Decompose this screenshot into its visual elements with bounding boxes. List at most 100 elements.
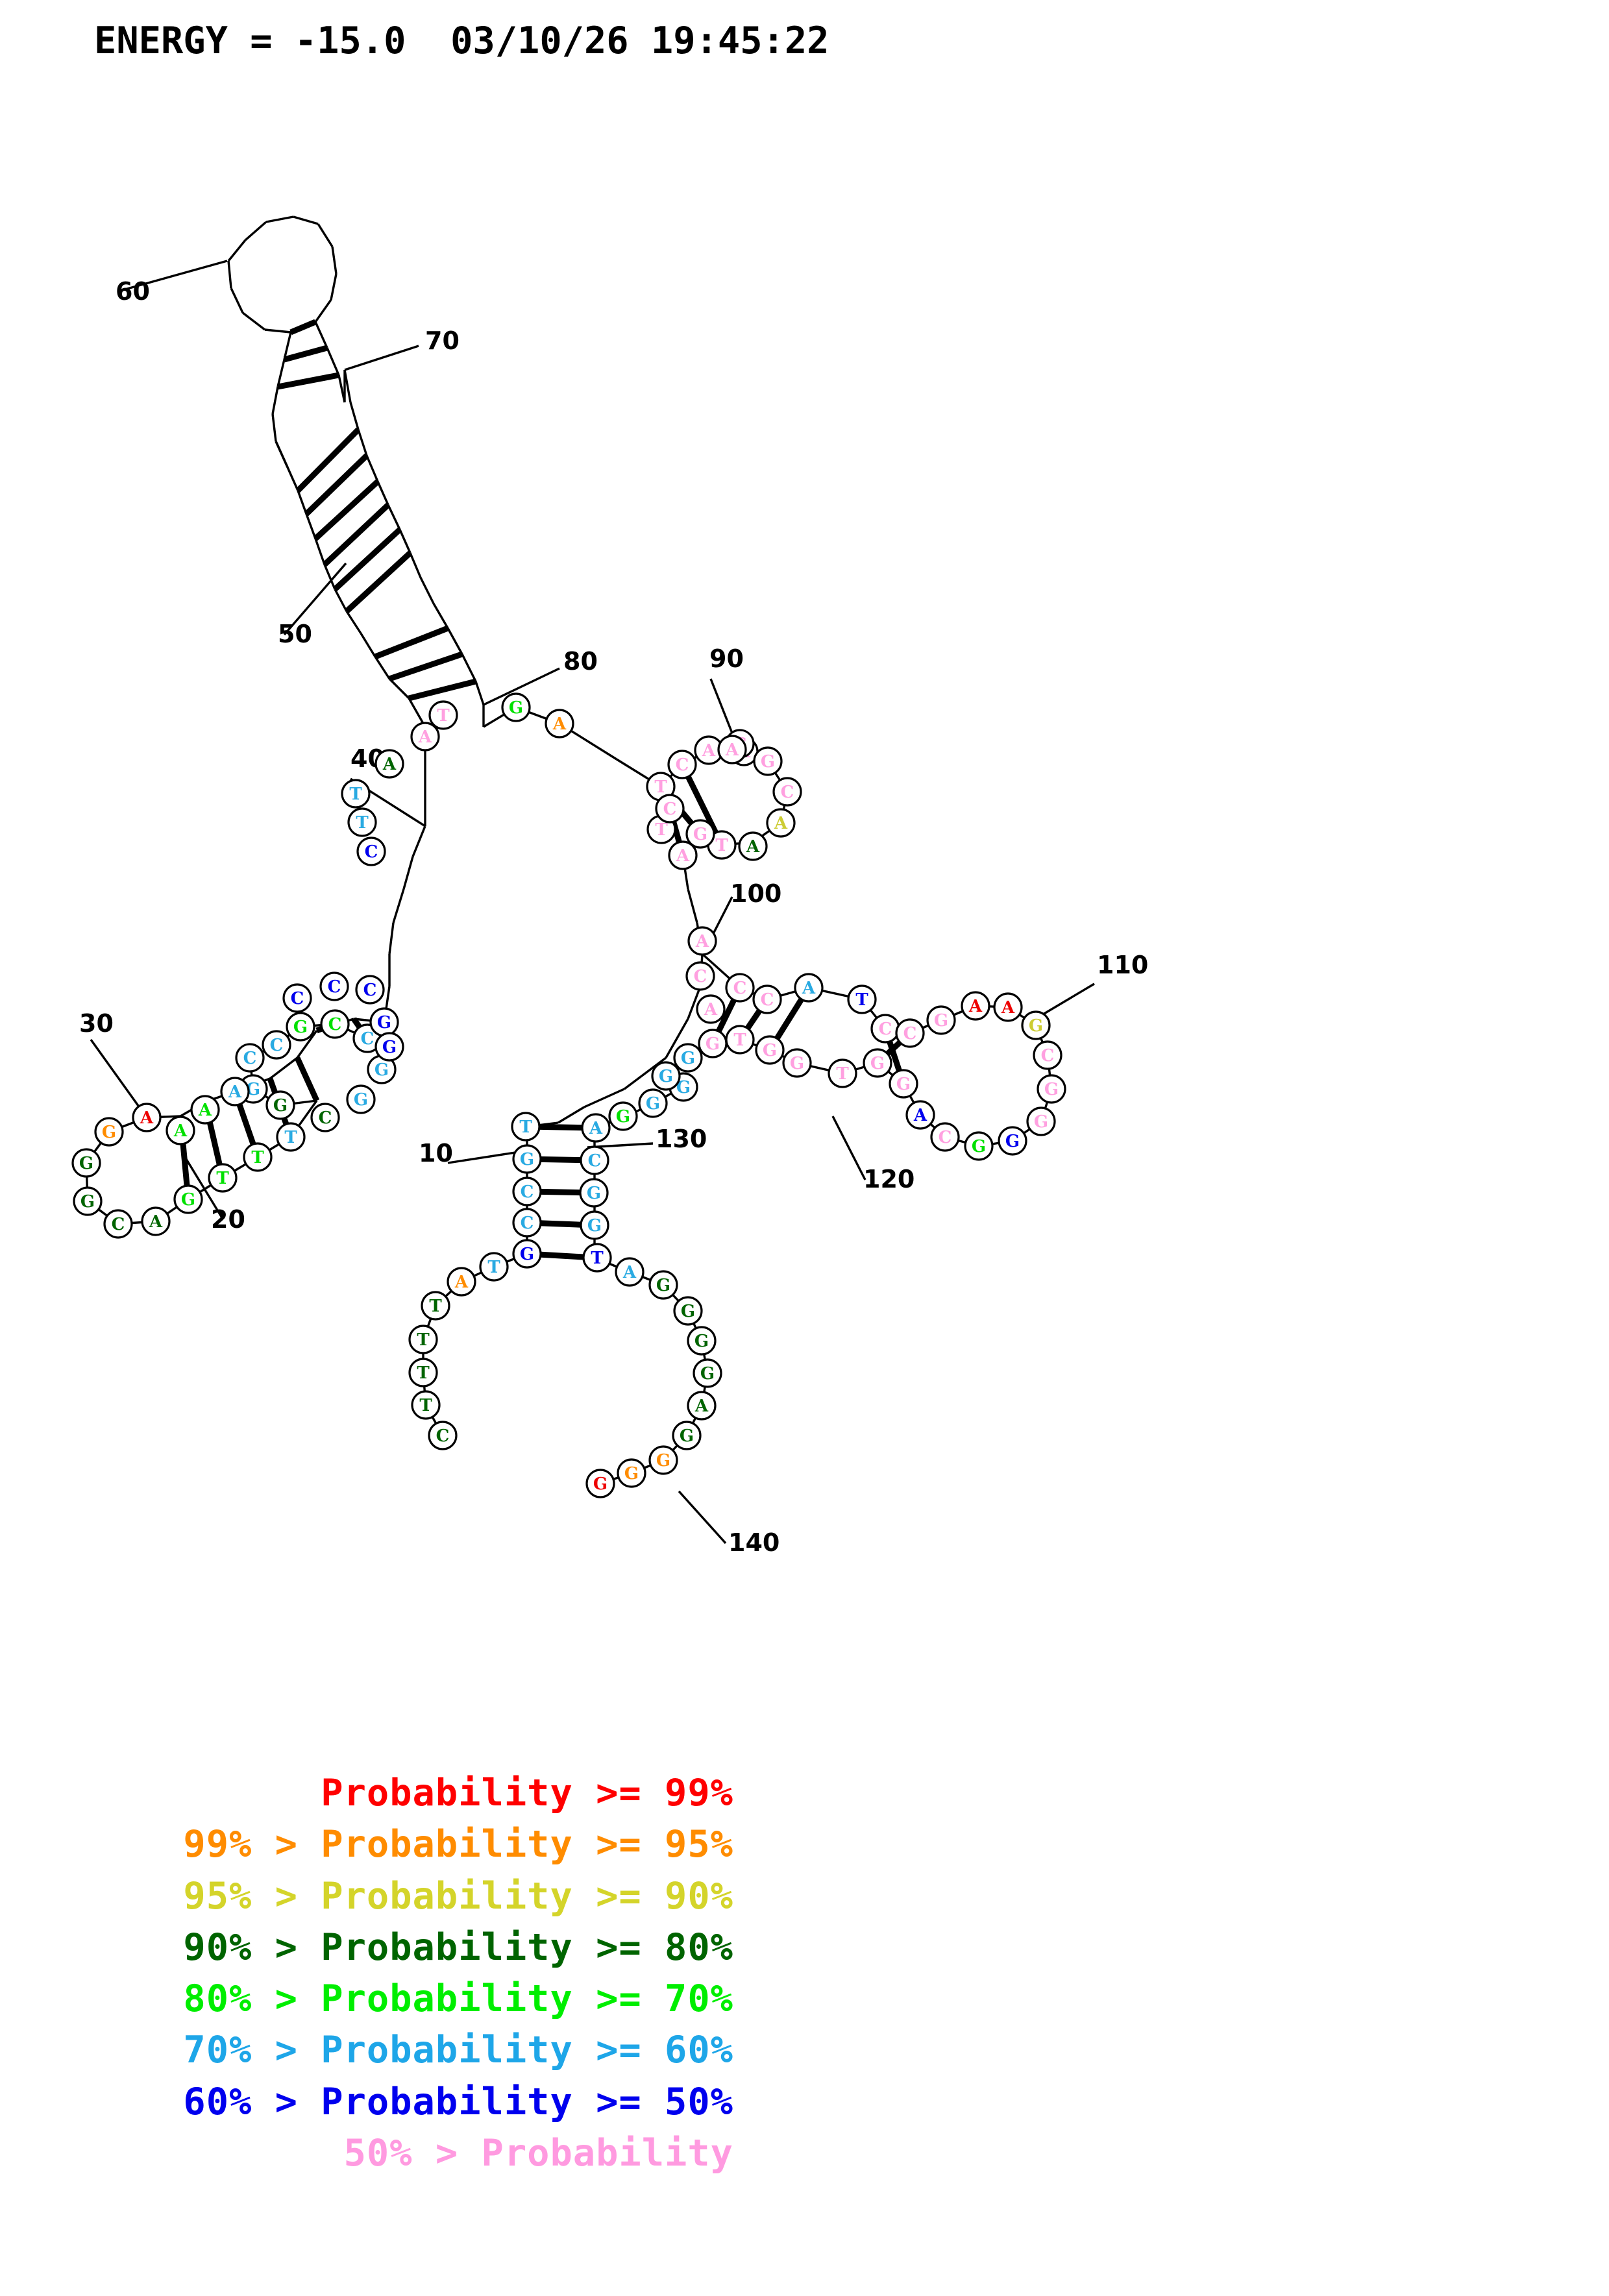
nucleotide-4: C (512, 1208, 542, 1238)
position-leader-line (831, 1116, 866, 1180)
nucleotide-74: C (772, 777, 802, 807)
nucleotide-circle (582, 1243, 612, 1273)
nucleotide-circle (310, 1103, 340, 1132)
nucleotide-letter: G (593, 1474, 608, 1494)
nucleotide-51: A (166, 1116, 195, 1145)
nucleotide-circle (501, 692, 531, 722)
position-label-80: 80 (563, 647, 598, 676)
legend-row-7: 50% > Probability (343, 2131, 733, 2175)
nucleotide-19: G (687, 1326, 717, 1356)
nucleotide-circle (235, 1043, 265, 1073)
nucleotide-circle (687, 1326, 717, 1356)
nucleotide-circle (889, 1069, 918, 1099)
nucleotide-53: A (220, 1077, 250, 1106)
nucleotide-65: G (501, 692, 531, 722)
nucleotide-circle (190, 1095, 220, 1125)
nucleotide-letter: G (587, 1184, 601, 1203)
nucleotide-letter: C (521, 1182, 534, 1202)
nucleotide-circle (421, 1291, 450, 1321)
position-label-20: 20 (211, 1205, 245, 1234)
nucleotide-96: G (1037, 1074, 1066, 1104)
nucleotide-circle (408, 1358, 438, 1387)
nucleotide-circle (961, 991, 990, 1021)
nucleotide-107: T (725, 1025, 755, 1055)
nucleotide-circle (617, 1458, 646, 1488)
nucleotide-letter: T (429, 1297, 442, 1316)
nucleotide-26: C (580, 1145, 609, 1175)
position-label-110: 110 (1097, 951, 1148, 979)
nucleotide-letter: A (695, 932, 709, 951)
nucleotide-letter: T (216, 1169, 229, 1188)
nucleotide-letter: A (774, 814, 788, 833)
nucleotide-106: G (755, 1035, 785, 1065)
nucleotide-29: G (638, 1088, 668, 1118)
nucleotide-circle (673, 1296, 703, 1326)
nucleotide-58: G (375, 1032, 404, 1062)
nucleotide-letter: C (733, 979, 747, 998)
nucleotide-9: T (408, 1325, 438, 1354)
nucleotide-letter: A (454, 1273, 469, 1292)
nucleotide-letter: G (1044, 1080, 1059, 1099)
nucleotide-circle (772, 777, 802, 807)
nucleotide-20: G (673, 1296, 703, 1326)
nucleotide-letter: G (763, 1041, 777, 1060)
nucleotide-letter: C (1041, 1046, 1055, 1066)
nucleotide-letter: G (790, 1054, 804, 1073)
nucleotide-circle (696, 994, 726, 1024)
nucleotide-56: C (355, 975, 385, 1005)
nucleotide-letter: A (725, 740, 739, 760)
nucleotide-59: C (356, 837, 386, 866)
backbone-and-basepair-edges (85, 215, 1053, 1485)
nucleotide-35: C (103, 1209, 133, 1239)
nucleotide-circle (693, 1358, 722, 1388)
nucleotide-circle (545, 709, 574, 739)
nucleotide-letter: G (520, 1150, 534, 1169)
nucleotide-93: A (993, 992, 1023, 1022)
nucleotide-letter: A (418, 727, 432, 747)
nucleotide-circle (579, 1178, 609, 1208)
position-label-90: 90 (709, 644, 744, 673)
nucleotide-circle (512, 1144, 542, 1174)
nucleotide-circle (755, 1035, 785, 1065)
nucleotide-circle (428, 1421, 458, 1450)
nucleotide-25: G (579, 1178, 609, 1208)
nucleotide-95: C (1033, 1040, 1062, 1070)
nucleotide-circle (651, 1061, 681, 1091)
nucleotide-letter: G (693, 825, 707, 844)
nucleotide-28: G (608, 1101, 638, 1131)
nucleotide-2: G (512, 1144, 542, 1174)
nucleotide-circle (375, 1032, 404, 1062)
nucleotide-circle (687, 1391, 717, 1421)
nucleotide-97: G (1026, 1106, 1056, 1136)
nucleotide-33: G (71, 1148, 101, 1178)
nucleotide-letter: C (761, 990, 774, 1010)
nucleotide-87: A (794, 973, 824, 1003)
legend-row-2: 95% > Probability >= 90% (183, 1874, 733, 1918)
nucleotide-letter: T (519, 1117, 532, 1137)
nucleotide-69: A (694, 735, 724, 765)
nucleotide-91: G (926, 1005, 956, 1035)
nucleotide-letter: G (587, 1216, 602, 1236)
nucleotide-letter: A (802, 979, 816, 998)
nucleotide-86: C (752, 984, 782, 1014)
nucleotide-circle (411, 1390, 441, 1420)
nucleotide-letter: C (243, 1049, 257, 1068)
nucleotide-circle (1037, 1074, 1066, 1104)
nucleotide-circle (73, 1186, 103, 1216)
nucleotide-circle (1021, 1010, 1051, 1040)
position-leader-line (447, 1151, 520, 1164)
nucleotide-circle (220, 1077, 250, 1106)
probability-legend: Probability >= 99% 99% > Probability >= 9… (0, 1772, 1609, 2183)
nucleotide-letter: G (509, 698, 523, 718)
nucleotide-letter: T (356, 813, 369, 833)
position-leader-line (182, 1153, 224, 1219)
nucleotide-letter: G (377, 1013, 391, 1032)
nucleotide-letter: G (656, 1276, 670, 1295)
nucleotide-letter: C (436, 1426, 450, 1446)
nucleotide-letter: A (622, 1263, 637, 1282)
nucleotide-letter: T (349, 785, 362, 804)
nucleotide-letter: A (552, 714, 567, 734)
nucleotide-circle (166, 1116, 195, 1145)
